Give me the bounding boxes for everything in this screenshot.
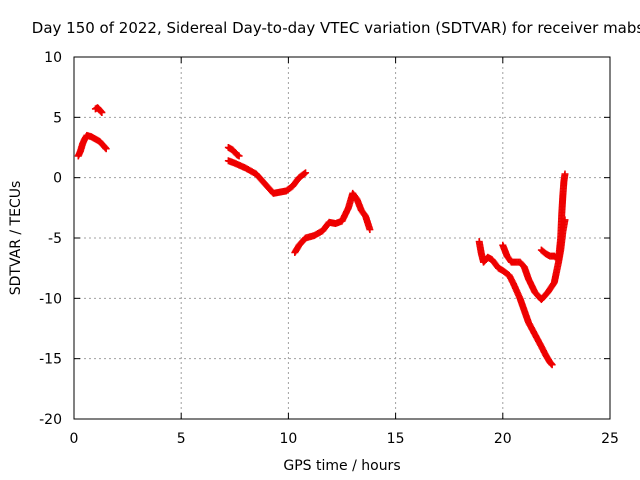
data-point [300, 170, 308, 178]
grid-lines [74, 57, 610, 419]
x-tick-label: 25 [601, 431, 619, 447]
y-tick-label: -10 [39, 291, 62, 307]
data-point [561, 170, 569, 178]
chart-title: Day 150 of 2022, Sidereal Day-to-day VTE… [32, 19, 640, 37]
x-tick-label: 0 [70, 431, 79, 447]
plot-frame [73, 56, 611, 420]
y-tick-label: 5 [53, 110, 62, 126]
x-tick-label: 5 [177, 431, 186, 447]
y-tick-label: -20 [39, 412, 62, 428]
data-points [74, 104, 569, 369]
data-point [366, 226, 374, 234]
y-tick-label: -15 [39, 352, 62, 368]
y-axis-label: SDTVAR / TECUs [8, 181, 24, 296]
data-point [302, 169, 310, 177]
y-tick-label: 0 [53, 171, 62, 187]
y-tick-label: 10 [44, 50, 62, 66]
x-tick-label: 10 [279, 431, 297, 447]
data-point [235, 152, 243, 160]
x-tick-label: 15 [387, 431, 405, 447]
axis-ticks: 0 5 10 15 20 25 -20 -15 -10 -5 0 5 10 [39, 50, 619, 447]
data-point [98, 109, 106, 117]
x-tick-label: 20 [494, 431, 512, 447]
y-tick-label: -5 [48, 231, 62, 247]
x-axis-label: GPS time / hours [283, 458, 400, 474]
data-point [102, 145, 110, 153]
data-point [548, 361, 556, 369]
